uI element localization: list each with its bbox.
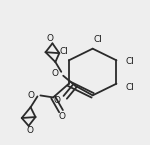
Text: O: O: [53, 96, 60, 105]
Text: Cl: Cl: [93, 35, 102, 44]
Text: Cl: Cl: [60, 47, 68, 56]
Text: O: O: [58, 112, 66, 120]
Text: O: O: [27, 91, 34, 100]
Text: Cl: Cl: [125, 83, 134, 92]
Text: O: O: [47, 34, 54, 43]
Text: O: O: [51, 69, 58, 78]
Text: Cl: Cl: [125, 57, 134, 66]
Text: O: O: [26, 126, 33, 135]
